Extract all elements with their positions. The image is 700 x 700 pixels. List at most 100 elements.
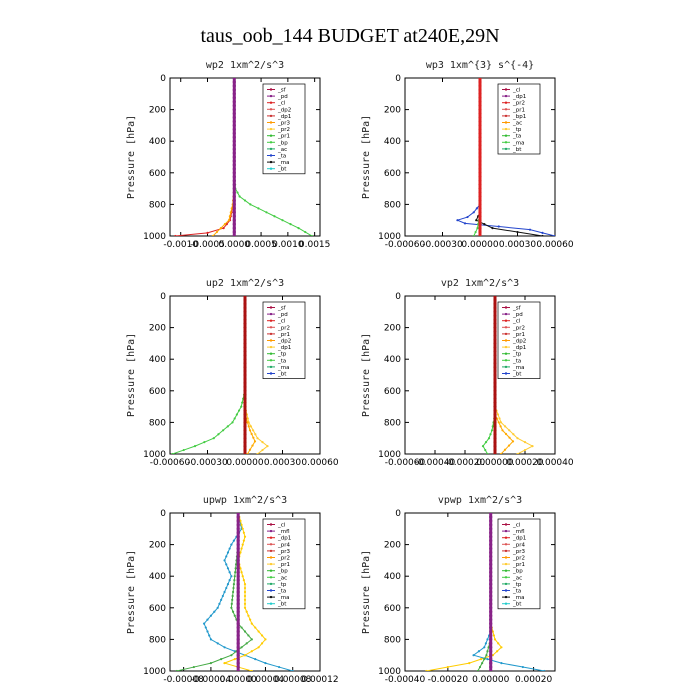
series-point (233, 614, 236, 617)
y-axis-label: Pressure [hPa] (126, 333, 137, 417)
legend-marker (504, 589, 508, 592)
x-tick-label: -0.00020 (445, 458, 486, 468)
series-point (243, 412, 247, 417)
legend-label: _ma (512, 365, 524, 371)
series-point (493, 357, 497, 361)
y-axis-label: Pressure [hPa] (361, 550, 372, 634)
series-point (493, 365, 497, 369)
series-point (493, 333, 497, 338)
series-point (478, 226, 482, 230)
legend-label: _dp2 (277, 107, 291, 113)
series-point (487, 646, 490, 649)
legend-label: _pr1 (512, 332, 525, 338)
series-point (476, 669, 479, 671)
series-point (478, 111, 482, 116)
series-point (541, 231, 544, 234)
series-point (213, 610, 216, 613)
series-point (497, 225, 500, 228)
series-point (463, 222, 467, 225)
series-point (232, 151, 236, 155)
series-point (192, 665, 195, 669)
series-point (489, 550, 493, 555)
series-point (243, 318, 247, 322)
legend-marker (269, 154, 273, 157)
panel-6: vpwp 1xm^2/s^3 Pressure [hPa] 0 200 400 600 80… (361, 495, 556, 685)
series-point (206, 231, 209, 234)
y-tick-label: 1000 (143, 450, 166, 460)
series-point (236, 527, 240, 531)
series-point (493, 381, 497, 385)
x-tick-label: -0.00060 (385, 240, 426, 250)
legend-label: _bp (512, 569, 523, 575)
y-tick-label: 400 (149, 355, 166, 365)
legend-label: _dp2 (512, 339, 526, 345)
y-tick-label: 200 (384, 324, 401, 334)
series-point (261, 441, 264, 444)
series-point (499, 421, 503, 424)
series-point (493, 326, 497, 330)
series-point (523, 448, 527, 452)
series-point (489, 602, 493, 606)
series-point (215, 230, 218, 234)
series-point (493, 440, 497, 444)
legend-marker (504, 141, 508, 144)
legend-label: _bt (277, 167, 287, 173)
series-point (243, 424, 247, 428)
legend-marker (504, 345, 508, 349)
series-point (234, 571, 237, 574)
series-point (233, 575, 236, 578)
series-point (541, 234, 544, 236)
legend-marker (269, 94, 273, 98)
legend-marker (269, 345, 273, 349)
series-point (232, 230, 236, 234)
y-tick-label: 1000 (378, 232, 401, 242)
series-point (240, 547, 243, 550)
x-tick-label: 0.00000 (472, 675, 509, 685)
legend-marker (504, 352, 508, 355)
series-point (236, 606, 240, 610)
series-group (171, 296, 269, 454)
series-point (246, 421, 249, 424)
legend-marker (269, 88, 273, 91)
series-point (236, 657, 240, 661)
legend-marker (504, 127, 508, 131)
series-point (273, 215, 276, 218)
legend-label: _ac (512, 575, 522, 581)
series-point (243, 405, 247, 409)
y-tick-label: 1000 (143, 667, 166, 677)
series-point (493, 428, 497, 432)
series-point (489, 629, 493, 634)
series-point (478, 96, 482, 100)
legend-label: _ma (277, 160, 289, 166)
series-point (230, 575, 233, 578)
series-point (243, 583, 247, 586)
series-point (249, 425, 253, 428)
legend-marker (269, 359, 273, 362)
series-point (493, 310, 497, 314)
series-point (489, 578, 493, 582)
legend-label: _ta (512, 358, 521, 364)
series-point (232, 131, 236, 135)
series-point (254, 433, 257, 436)
series-point (235, 413, 238, 416)
series-point (232, 206, 236, 210)
series-point (236, 641, 240, 645)
series-point (489, 574, 493, 578)
series-point (489, 586, 493, 590)
series-point (493, 389, 497, 393)
series-point (232, 92, 236, 96)
series-point (226, 551, 230, 554)
panel-4: vp2 1xm^2/s^3 Pressure [hPa] 0 200 400 600 800… (361, 278, 574, 468)
series-point (225, 563, 228, 566)
y-tick-label: 200 (149, 106, 166, 116)
legend-label: _pr1 (277, 332, 290, 338)
x-tick-label: 0.00000 (476, 458, 513, 468)
series-group (481, 296, 534, 454)
series-point (489, 519, 493, 523)
series-point (240, 523, 243, 526)
series-point (236, 554, 240, 559)
series-point (486, 638, 489, 641)
series-point (236, 523, 240, 527)
series-point (171, 452, 174, 454)
series-point (232, 539, 236, 542)
